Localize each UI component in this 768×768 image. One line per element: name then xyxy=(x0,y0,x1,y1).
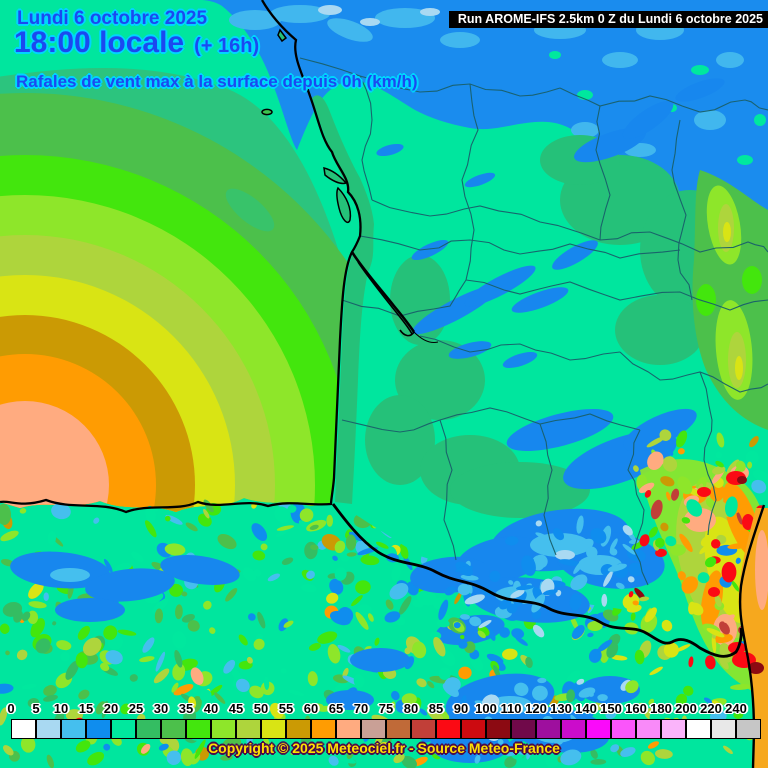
legend-swatch xyxy=(436,719,461,739)
legend-swatch xyxy=(461,719,486,739)
legend-tick-label: 20 xyxy=(103,701,119,716)
department-border-line xyxy=(341,279,467,317)
legend-swatch xyxy=(511,719,536,739)
department-border-line xyxy=(559,87,768,113)
legend-swatch xyxy=(261,719,286,739)
legend-swatch xyxy=(111,719,136,739)
department-border-line xyxy=(461,83,479,281)
legend-swatch xyxy=(711,719,736,739)
legend-tick-label: 30 xyxy=(153,701,169,716)
department-border-line xyxy=(359,75,373,201)
legend-swatch xyxy=(586,719,611,739)
legend-swatch xyxy=(736,719,761,739)
mediterranean-coastline xyxy=(738,504,766,768)
legend-swatch xyxy=(11,719,36,739)
legend-swatch xyxy=(361,719,386,739)
massif-central-zone xyxy=(692,170,768,430)
legend-swatch xyxy=(61,719,86,739)
valley-cyan-specks xyxy=(438,515,646,766)
department-border-line xyxy=(359,235,681,259)
legend-tick-label: 65 xyxy=(328,701,344,716)
legend-tick-label: 50 xyxy=(253,701,269,716)
legend-swatch xyxy=(286,719,311,739)
legend-tick-label: 0 xyxy=(7,701,15,716)
legend-swatch xyxy=(161,719,186,739)
spain-border xyxy=(331,503,743,658)
department-border-line xyxy=(341,419,441,433)
legend-tick-label: 40 xyxy=(203,701,219,716)
legend-swatch xyxy=(661,719,686,739)
legend-swatch xyxy=(311,719,336,739)
legend-tick-label: 100 xyxy=(475,701,497,716)
department-border-line xyxy=(595,105,611,241)
department-border-line xyxy=(599,231,768,253)
legend-tick-label: 180 xyxy=(650,701,672,716)
department-border-line xyxy=(371,199,601,241)
north-blue-zone xyxy=(183,0,768,228)
legend-swatch xyxy=(611,719,636,739)
legend-tick-label: 80 xyxy=(403,701,419,716)
legend-swatch xyxy=(36,719,61,739)
department-border-line xyxy=(539,423,557,556)
department-border-line xyxy=(439,419,457,561)
legend-swatch xyxy=(211,719,236,739)
legend-tick-label: 160 xyxy=(625,701,647,716)
department-border-line xyxy=(419,335,621,361)
legend-tick-label: 75 xyxy=(378,701,394,716)
legend-tick-label: 120 xyxy=(525,701,547,716)
legend-swatch xyxy=(186,719,211,739)
atlantic-coastline xyxy=(0,0,362,514)
legend-tick-label: 110 xyxy=(500,701,522,716)
legend-tick-label: 200 xyxy=(675,701,697,716)
legend-tick-label: 35 xyxy=(178,701,194,716)
legend-swatch xyxy=(686,719,711,739)
legend-tick-label: 220 xyxy=(700,701,722,716)
department-border-line xyxy=(699,371,717,536)
legend-swatch xyxy=(336,719,361,739)
legend-tick-label: 25 xyxy=(128,701,144,716)
legend-swatch xyxy=(386,719,411,739)
legend-swatch xyxy=(136,719,161,739)
legend-tick-label: 130 xyxy=(550,701,572,716)
legend-tick-label: 15 xyxy=(78,701,94,716)
department-border-line xyxy=(299,57,561,97)
legend-swatch xyxy=(636,719,661,739)
legend-swatch xyxy=(486,719,511,739)
legend-tick-label: 150 xyxy=(600,701,622,716)
legend-swatch xyxy=(236,719,261,739)
department-borders xyxy=(299,57,768,586)
department-border-line xyxy=(465,279,768,311)
legend-tick-label: 140 xyxy=(575,701,597,716)
legend-swatch xyxy=(536,719,561,739)
legend-tick-label: 70 xyxy=(353,701,369,716)
gironde-estuary xyxy=(350,251,439,343)
legend-tick-label: 45 xyxy=(228,701,244,716)
department-border-line xyxy=(627,429,649,586)
legend-tick-label: 55 xyxy=(278,701,294,716)
department-border-line xyxy=(671,119,693,301)
legend-tick-label: 85 xyxy=(428,701,444,716)
legend-tick-label: 240 xyxy=(725,701,747,716)
legend-swatch xyxy=(411,719,436,739)
legend-tick-label: 90 xyxy=(453,701,469,716)
legend-tick-label: 10 xyxy=(53,701,69,716)
legend-swatch xyxy=(86,719,111,739)
atlantic-islands xyxy=(261,28,352,224)
legend-tick-label: 5 xyxy=(32,701,40,716)
legend-tick-label: 60 xyxy=(303,701,319,716)
legend-swatch xyxy=(561,719,586,739)
